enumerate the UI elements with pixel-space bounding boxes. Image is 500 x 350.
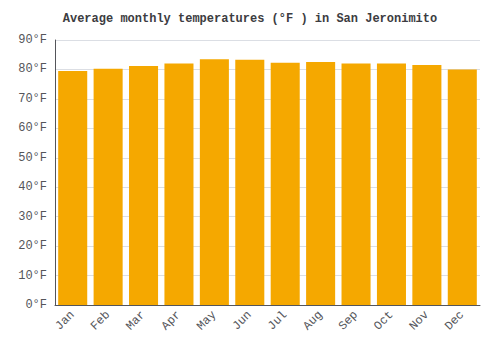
svg-text:80°F: 80°F [18,62,47,76]
svg-text:30°F: 30°F [18,210,47,224]
svg-text:Dec: Dec [442,308,467,333]
svg-text:10°F: 10°F [18,269,47,283]
svg-text:20°F: 20°F [18,239,47,253]
svg-text:Apr: Apr [159,308,184,333]
svg-text:Oct: Oct [371,308,396,333]
svg-text:50°F: 50°F [18,151,47,165]
svg-text:May: May [194,308,219,333]
svg-text:Jan: Jan [53,308,78,333]
svg-text:Mar: Mar [123,308,148,333]
svg-text:Sep: Sep [336,308,361,333]
svg-text:Jun: Jun [230,308,255,333]
svg-text:0°F: 0°F [25,298,47,312]
svg-text:Nov: Nov [407,308,432,333]
svg-text:Average monthly temperatures (: Average monthly temperatures (°F ) in Sa… [63,12,437,26]
svg-text:70°F: 70°F [18,92,47,106]
svg-text:Aug: Aug [300,308,325,333]
svg-text:Feb: Feb [88,308,113,333]
svg-text:40°F: 40°F [18,180,47,194]
svg-text:Jul: Jul [265,308,290,333]
svg-text:60°F: 60°F [18,121,47,135]
svg-text:90°F: 90°F [18,33,47,47]
